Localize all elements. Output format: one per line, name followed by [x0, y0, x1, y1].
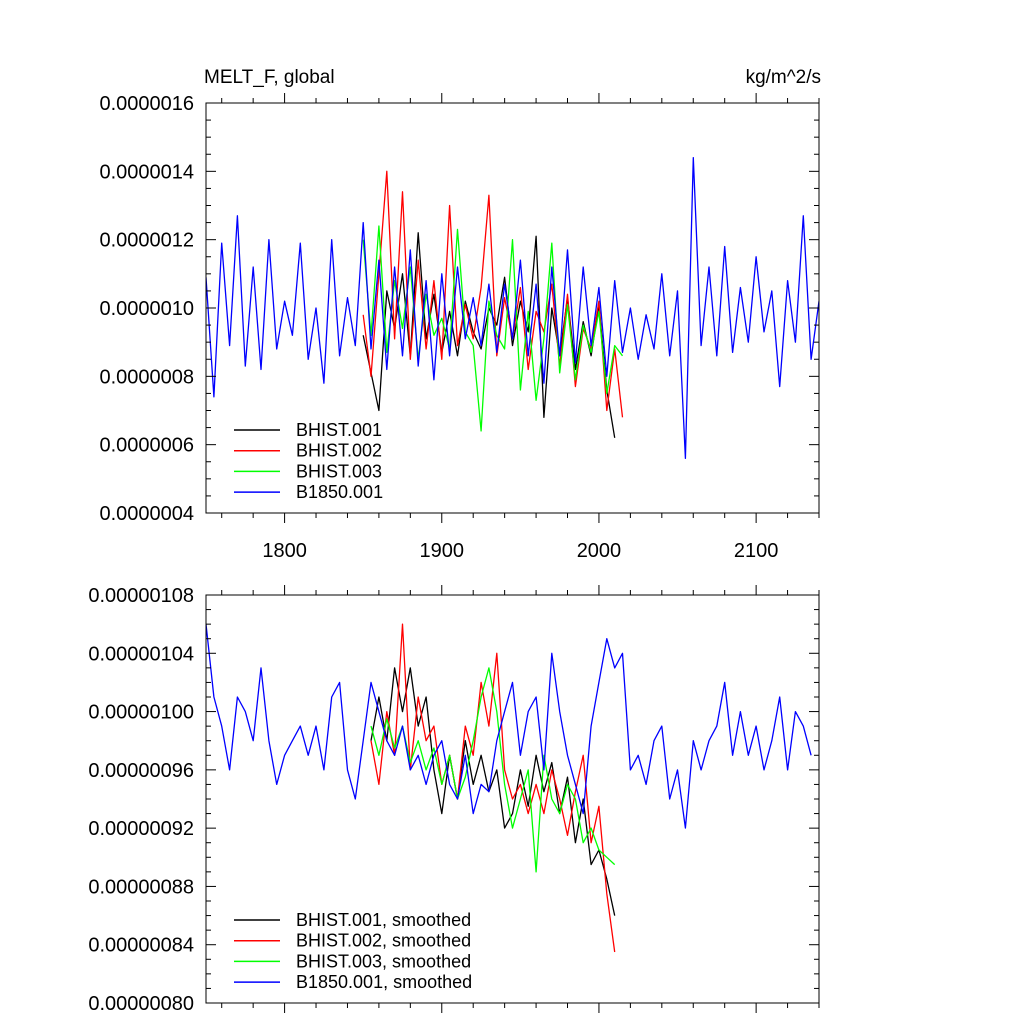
legend-label: BHIST.003, smoothed — [296, 951, 471, 971]
chart-panel-1: 0.0000004 0.0000006 0.0000008 0.0000010 0.00… — [99, 67, 821, 562]
y-tick-label: 0.00000100 — [88, 702, 194, 724]
series-line-2-2 — [370, 623, 616, 953]
y-tick-label: 0.00000084 — [88, 935, 194, 957]
legend-label: B1850.001 — [296, 482, 383, 502]
x-tick-label: 2100 — [734, 540, 779, 562]
y-tick-label: 0.00000096 — [88, 760, 194, 782]
legend-label: BHIST.001, smoothed — [296, 910, 471, 930]
y-tick-label: 0.0000014 — [99, 161, 194, 183]
x-tick-label: 1800 — [262, 540, 307, 562]
y-tick-label: 0.0000006 — [99, 435, 194, 457]
legend-label: B1850.001, smoothed — [296, 972, 472, 992]
y-tick-label: 0.00000108 — [88, 585, 194, 607]
chart-units-label: kg/m^2/s — [746, 67, 821, 88]
y-tick-label: 0.00000080 — [88, 993, 194, 1015]
legend-label: BHIST.002 — [296, 441, 382, 461]
legend-label: BHIST.001 — [296, 420, 382, 440]
chart-title: MELT_F, global — [204, 67, 335, 88]
x-tick-label: 1900 — [420, 540, 465, 562]
series-line-2-3 — [370, 667, 616, 873]
series-line-1-2 — [362, 170, 624, 418]
y-tick-label: 0.0000016 — [99, 93, 194, 115]
y-tick-label: 0.00000092 — [88, 818, 194, 840]
legend-label: BHIST.003 — [296, 461, 382, 481]
y-tick-label: 0.0000008 — [99, 366, 194, 388]
series-line-2-1 — [370, 667, 616, 916]
series-line-1-3 — [362, 225, 624, 432]
legend-label: BHIST.002, smoothed — [296, 931, 471, 951]
y-tick-label: 0.0000012 — [99, 230, 194, 252]
chart-panel-2: 0.00000080 0.00000084 0.00000088 0.00000092… — [88, 585, 820, 1015]
y-tick-label: 0.0000004 — [99, 503, 194, 525]
series-line-1-4 — [206, 157, 819, 459]
y-tick-label: 0.00000088 — [88, 876, 194, 898]
x-tick-label: 2000 — [577, 540, 622, 562]
y-tick-label: 0.0000010 — [99, 298, 194, 320]
series-line-2-4 — [206, 624, 812, 829]
y-tick-label: 0.00000104 — [88, 643, 194, 665]
